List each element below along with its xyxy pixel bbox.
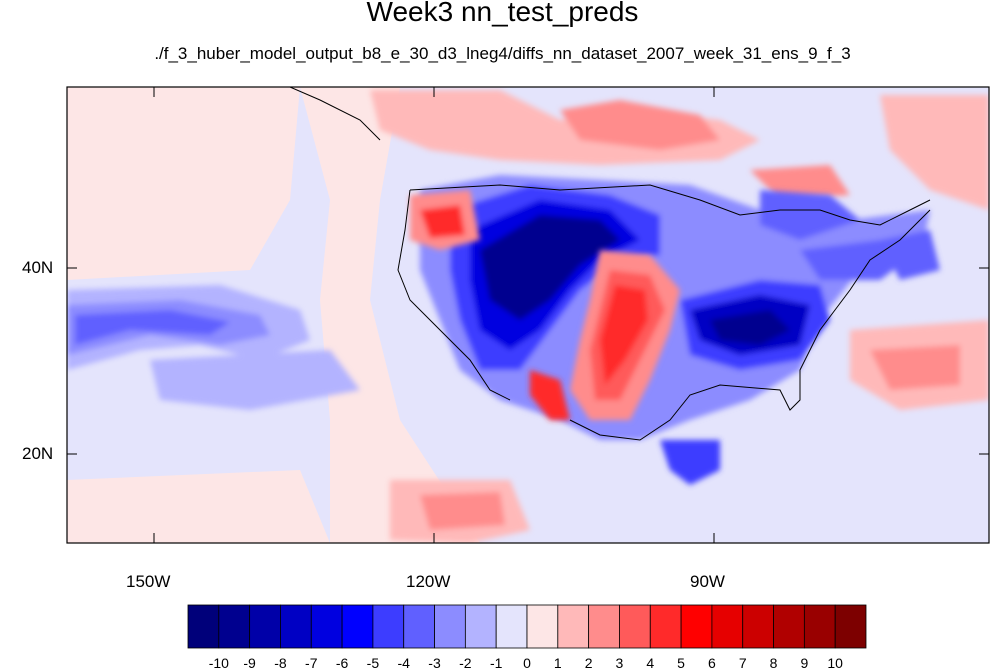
colorbar-swatch [310,604,343,649]
colorbar-swatch [680,604,713,649]
anomaly-field [67,87,989,543]
colorbar-swatch [557,604,590,649]
colorbar-swatch [742,604,774,649]
colorbar-label: 1 [553,655,562,671]
colorbar-swatch [403,604,435,649]
colorbar-swatch [495,604,528,649]
colorbar-label: -9 [243,655,256,671]
colorbar [187,604,867,649]
colorbar-label: 3 [615,655,624,671]
colorbar-label: 6 [708,655,716,671]
colorbar-swatch [187,604,220,649]
colorbar-swatch [434,604,466,649]
colorbar-swatch [526,604,559,649]
colorbar-swatch [464,604,497,649]
colorbar-swatch [619,604,651,649]
colorbar-label: 7 [738,655,747,671]
y-tick-label: 20N [22,444,54,463]
colorbar-label: -7 [305,655,318,671]
x-tick-label: 150W [126,572,171,591]
colorbar-label: -1 [489,655,503,671]
colorbar-swatch [372,604,405,649]
colorbar-label: -6 [335,655,349,671]
x-tick-label: 90W [690,572,725,591]
map-subtitle: ./f_3_huber_model_output_b8_e_30_d3_lneg… [154,44,851,63]
colorbar-label: -5 [366,655,380,671]
x-tick-label: 120W [406,572,451,591]
colorbar-swatch [834,604,867,649]
colorbar-label: -10 [208,655,229,671]
colorbar-label: -4 [397,655,410,671]
colorbar-swatch [341,604,374,649]
colorbar-swatch [588,604,620,649]
colorbar-label: -3 [428,655,441,671]
colorbar-label: 0 [523,655,531,671]
colorbar-label: 10 [827,655,843,671]
colorbar-label: 5 [677,655,685,671]
colorbar-swatch [803,604,836,649]
colorbar-label: -8 [274,655,287,671]
colorbar-label: -2 [459,655,472,671]
colorbar-swatch [280,604,312,649]
colorbar-swatch [218,604,251,649]
coastline-outline [289,87,931,441]
map-title: Week3 nn_test_preds [366,0,639,27]
colorbar-swatch [249,604,281,649]
map-frame [66,86,990,544]
colorbar-swatch [711,604,744,649]
colorbar-swatch [773,604,805,649]
colorbar-label: 4 [646,655,655,671]
colorbar-label: 8 [769,655,778,671]
colorbar-label: 9 [800,655,809,671]
axis-ticks [67,87,989,543]
colorbar-label: 2 [584,655,593,671]
colorbar-swatch [649,604,682,649]
y-tick-label: 40N [22,258,54,277]
